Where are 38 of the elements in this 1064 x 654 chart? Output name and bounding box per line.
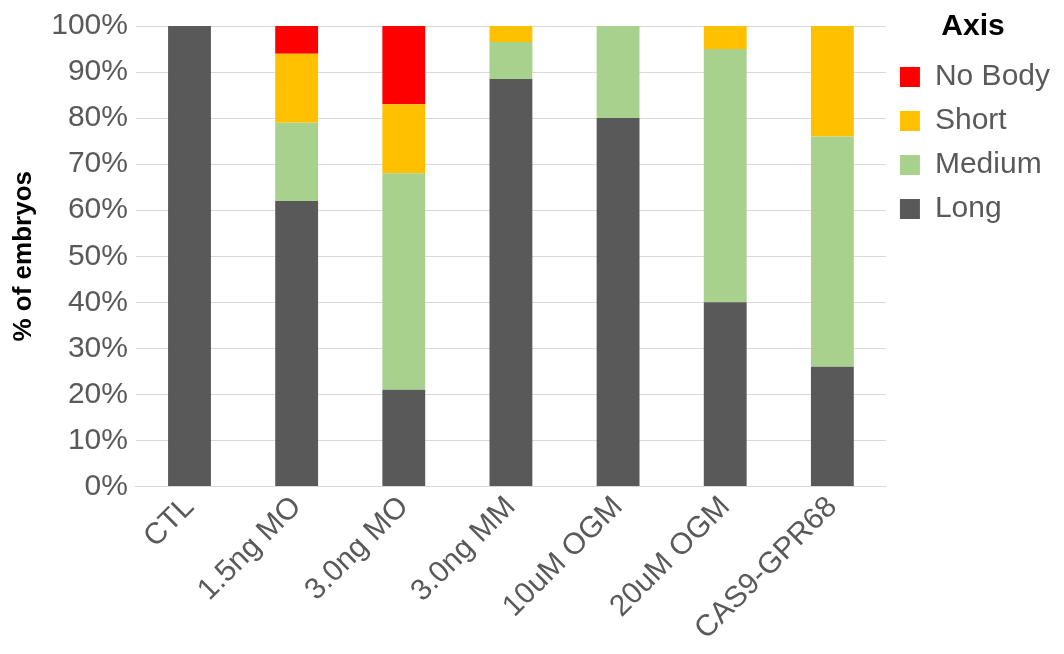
bar [596, 118, 640, 486]
bar [382, 104, 426, 174]
bar [382, 26, 426, 105]
legend-label: Short [934, 102, 1008, 136]
bar [810, 366, 854, 486]
bar [810, 136, 854, 367]
y-tick-label: 50% [67, 237, 128, 271]
bar [489, 26, 533, 43]
bar [275, 200, 319, 486]
y-tick-label: 20% [67, 375, 128, 409]
bar [703, 302, 747, 486]
bar [275, 53, 319, 123]
legend-label: Long [934, 190, 1002, 224]
bar [168, 26, 211, 486]
y-tick-label: 80% [67, 99, 128, 133]
bar [703, 26, 747, 50]
x-tick-label: CTL [136, 488, 200, 553]
bar [596, 26, 640, 119]
y-tick-label: 90% [67, 53, 128, 87]
bar [382, 389, 426, 486]
y-axis-title: % of embryos [6, 171, 37, 342]
y-tick-label: 60% [67, 191, 128, 225]
y-tick-label: 30% [67, 329, 128, 363]
bar [275, 122, 319, 201]
legend-label: No Body [934, 58, 1051, 92]
y-tick-label: 70% [67, 145, 128, 179]
bar [810, 26, 854, 137]
bar [703, 49, 747, 303]
bar [275, 26, 319, 54]
bar [489, 78, 533, 486]
y-tick-label: 40% [67, 283, 128, 317]
bar [489, 42, 533, 79]
legend-label: Medium [934, 146, 1042, 180]
y-tick-label: 100% [51, 7, 128, 41]
legend-title: Axis [941, 8, 1005, 42]
y-tick-label: 0% [84, 467, 128, 501]
bar [382, 173, 426, 390]
y-tick-label: 10% [67, 421, 128, 455]
